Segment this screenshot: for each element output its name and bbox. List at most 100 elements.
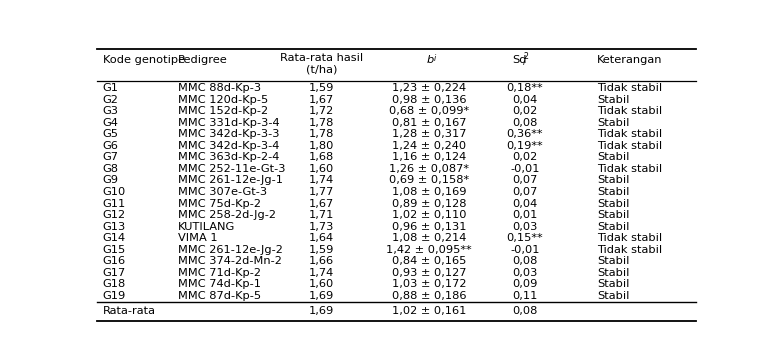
Text: MMC 75d-Kp-2: MMC 75d-Kp-2 — [178, 199, 261, 209]
Text: Tidak stabil: Tidak stabil — [597, 83, 662, 93]
Text: 1,08 ± 0,169: 1,08 ± 0,169 — [392, 187, 466, 197]
Text: MMC 252-11e-Gt-3: MMC 252-11e-Gt-3 — [178, 164, 285, 174]
Text: 0,09: 0,09 — [512, 279, 538, 290]
Text: -0,01: -0,01 — [510, 245, 540, 255]
Text: 0,04: 0,04 — [512, 95, 537, 105]
Text: 0,93 ± 0,127: 0,93 ± 0,127 — [392, 268, 466, 278]
Text: G17: G17 — [103, 268, 126, 278]
Text: 0,89 ± 0,128: 0,89 ± 0,128 — [392, 199, 466, 209]
Text: 0,69 ± 0,158*: 0,69 ± 0,158* — [389, 175, 469, 186]
Text: Rata-rata hasil: Rata-rata hasil — [280, 53, 363, 63]
Text: MMC 87d-Kp-5: MMC 87d-Kp-5 — [178, 291, 261, 301]
Text: 1,16 ± 0,124: 1,16 ± 0,124 — [392, 152, 466, 162]
Text: G15: G15 — [103, 245, 126, 255]
Text: Tidak stabil: Tidak stabil — [597, 233, 662, 243]
Text: G14: G14 — [103, 233, 126, 243]
Text: MMC 307e-Gt-3: MMC 307e-Gt-3 — [178, 187, 267, 197]
Text: 1,80: 1,80 — [308, 141, 334, 151]
Text: 0,08: 0,08 — [512, 118, 538, 128]
Text: MMC 74d-Kp-1: MMC 74d-Kp-1 — [178, 279, 261, 290]
Text: 1,02 ± 0,161: 1,02 ± 0,161 — [392, 306, 466, 316]
Text: 0,04: 0,04 — [512, 199, 537, 209]
Text: 1,24 ± 0,240: 1,24 ± 0,240 — [392, 141, 466, 151]
Text: Sd: Sd — [512, 55, 526, 65]
Text: G16: G16 — [103, 256, 126, 266]
Text: MMC 152d-Kp-2: MMC 152d-Kp-2 — [178, 106, 267, 116]
Text: Tidak stabil: Tidak stabil — [597, 164, 662, 174]
Text: Stabil: Stabil — [597, 95, 629, 105]
Text: 1,03 ± 0,172: 1,03 ± 0,172 — [392, 279, 466, 290]
Text: 0,11: 0,11 — [512, 291, 538, 301]
Text: Pedigree: Pedigree — [178, 55, 227, 65]
Text: G5: G5 — [103, 129, 118, 139]
Text: MMC 261-12e-Jg-1: MMC 261-12e-Jg-1 — [178, 175, 282, 186]
Text: G12: G12 — [103, 210, 126, 220]
Text: G7: G7 — [103, 152, 118, 162]
Text: 0,03: 0,03 — [512, 222, 538, 232]
Text: G19: G19 — [103, 291, 126, 301]
Text: 0,02: 0,02 — [512, 152, 537, 162]
Text: MMC 71d-Kp-2: MMC 71d-Kp-2 — [178, 268, 261, 278]
Text: Stabil: Stabil — [597, 291, 629, 301]
Text: MMC 261-12e-Jg-2: MMC 261-12e-Jg-2 — [178, 245, 282, 255]
Text: 1,59: 1,59 — [308, 245, 334, 255]
Text: Keterangan: Keterangan — [597, 55, 662, 65]
Text: Rata-rata: Rata-rata — [103, 306, 155, 316]
Text: 2: 2 — [523, 52, 528, 61]
Text: Tidak stabil: Tidak stabil — [597, 129, 662, 139]
Text: 1,67: 1,67 — [308, 199, 334, 209]
Text: MMC 342d-Kp-3-4: MMC 342d-Kp-3-4 — [178, 141, 279, 151]
Text: 1,08 ± 0,214: 1,08 ± 0,214 — [392, 233, 466, 243]
Text: 1,69: 1,69 — [308, 291, 334, 301]
Text: MMC 120d-Kp-5: MMC 120d-Kp-5 — [178, 95, 267, 105]
Text: MMC 374-2d-Mn-2: MMC 374-2d-Mn-2 — [178, 256, 281, 266]
Text: 0,08: 0,08 — [512, 306, 538, 316]
Text: 1,69: 1,69 — [308, 306, 334, 316]
Text: 1,64: 1,64 — [308, 233, 334, 243]
Text: MMC 258-2d-Jg-2: MMC 258-2d-Jg-2 — [178, 210, 275, 220]
Text: 1,23 ± 0,224: 1,23 ± 0,224 — [392, 83, 466, 93]
Text: 0,96 ± 0,131: 0,96 ± 0,131 — [392, 222, 466, 232]
Text: G6: G6 — [103, 141, 118, 151]
Text: Stabil: Stabil — [597, 152, 629, 162]
Text: 0,19**: 0,19** — [506, 141, 543, 151]
Text: 0,01: 0,01 — [512, 210, 538, 220]
Text: MMC 331d-Kp-3-4: MMC 331d-Kp-3-4 — [178, 118, 279, 128]
Text: G10: G10 — [103, 187, 126, 197]
Text: 1,68: 1,68 — [308, 152, 334, 162]
Text: Kode genotipe: Kode genotipe — [103, 55, 185, 65]
Text: i: i — [434, 53, 436, 62]
Text: Tidak stabil: Tidak stabil — [597, 245, 662, 255]
Text: 1,67: 1,67 — [308, 95, 334, 105]
Text: 1,28 ± 0,317: 1,28 ± 0,317 — [392, 129, 466, 139]
Text: Stabil: Stabil — [597, 118, 629, 128]
Text: MMC 88d-Kp-3: MMC 88d-Kp-3 — [178, 83, 261, 93]
Text: 1,71: 1,71 — [308, 210, 334, 220]
Text: 0,98 ± 0,136: 0,98 ± 0,136 — [392, 95, 466, 105]
Text: 0,36**: 0,36** — [507, 129, 543, 139]
Text: 1,73: 1,73 — [308, 222, 334, 232]
Text: G9: G9 — [103, 175, 118, 186]
Text: G4: G4 — [103, 118, 118, 128]
Text: Stabil: Stabil — [597, 187, 629, 197]
Text: Tidak stabil: Tidak stabil — [597, 106, 662, 116]
Text: G2: G2 — [103, 95, 118, 105]
Text: 0,15**: 0,15** — [506, 233, 543, 243]
Text: G3: G3 — [103, 106, 118, 116]
Text: 1,60: 1,60 — [308, 279, 334, 290]
Text: 0,81 ± 0,167: 0,81 ± 0,167 — [392, 118, 466, 128]
Text: 1,77: 1,77 — [308, 187, 334, 197]
Text: Stabil: Stabil — [597, 268, 629, 278]
Text: KUTILANG: KUTILANG — [178, 222, 235, 232]
Text: 0,84 ± 0,165: 0,84 ± 0,165 — [392, 256, 466, 266]
Text: i: i — [523, 58, 526, 67]
Text: Stabil: Stabil — [597, 199, 629, 209]
Text: Stabil: Stabil — [597, 279, 629, 290]
Text: MMC 363d-Kp-2-4: MMC 363d-Kp-2-4 — [178, 152, 279, 162]
Text: Stabil: Stabil — [597, 210, 629, 220]
Text: 0,88 ± 0,186: 0,88 ± 0,186 — [392, 291, 466, 301]
Text: 0,68 ± 0,099*: 0,68 ± 0,099* — [389, 106, 469, 116]
Text: Stabil: Stabil — [597, 222, 629, 232]
Text: Tidak stabil: Tidak stabil — [597, 141, 662, 151]
Text: Stabil: Stabil — [597, 175, 629, 186]
